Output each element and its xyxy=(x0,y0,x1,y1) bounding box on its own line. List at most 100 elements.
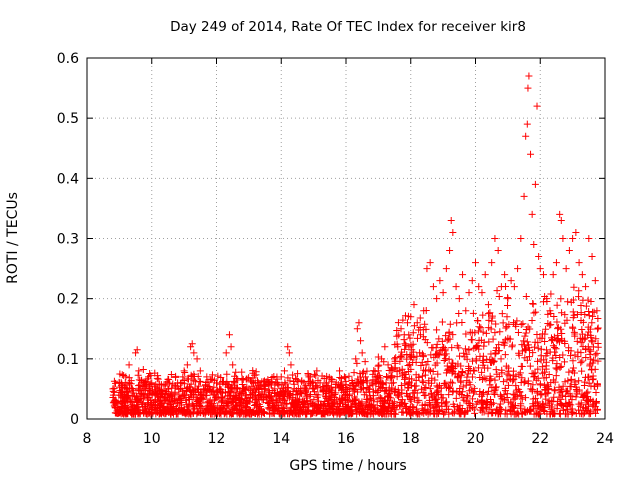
background-marker xyxy=(224,398,232,406)
background-marker xyxy=(137,389,145,397)
background-marker xyxy=(471,409,479,417)
data-point xyxy=(164,385,172,393)
background-marker xyxy=(557,362,565,370)
background-marker xyxy=(570,369,578,377)
background-marker xyxy=(567,375,575,383)
background-marker xyxy=(531,338,539,346)
background-marker xyxy=(381,404,389,412)
background-marker xyxy=(195,409,203,417)
data-point xyxy=(300,379,308,387)
background-marker xyxy=(552,364,560,372)
x-tick-label: 10 xyxy=(143,431,161,447)
y-tick-label: 0.4 xyxy=(57,171,79,187)
background-marker xyxy=(252,368,260,376)
background-marker xyxy=(449,387,457,395)
background-marker xyxy=(286,391,294,399)
background-marker xyxy=(561,337,569,345)
data-point xyxy=(235,391,243,399)
background-marker xyxy=(134,395,142,403)
background-marker xyxy=(234,376,242,384)
background-marker xyxy=(195,382,203,390)
background-marker xyxy=(463,392,471,400)
background-marker xyxy=(538,363,546,371)
background-marker xyxy=(559,406,567,414)
x-tick-label: 14 xyxy=(272,431,290,447)
background-marker xyxy=(498,369,506,377)
background-marker xyxy=(418,350,426,358)
background-marker xyxy=(501,387,509,395)
background-marker xyxy=(265,400,273,408)
data-point xyxy=(525,72,533,80)
background-marker xyxy=(558,388,566,396)
background-marker xyxy=(417,385,425,393)
background-marker xyxy=(529,300,537,308)
background-marker xyxy=(346,392,354,400)
background-marker xyxy=(542,325,550,333)
data-point xyxy=(148,379,156,387)
background-marker xyxy=(289,371,297,379)
background-marker xyxy=(480,338,488,346)
background-marker xyxy=(561,319,569,327)
data-point xyxy=(357,337,365,345)
background-marker xyxy=(551,387,559,395)
background-marker xyxy=(593,349,601,357)
data-point xyxy=(170,397,178,405)
background-marker xyxy=(333,409,341,417)
background-marker xyxy=(355,402,363,410)
data-point xyxy=(261,385,269,393)
background-marker xyxy=(402,404,410,412)
background-marker xyxy=(389,379,397,387)
background-marker xyxy=(398,408,406,416)
background-marker xyxy=(499,319,507,327)
data-point xyxy=(497,283,505,291)
background-marker xyxy=(384,392,392,400)
background-marker xyxy=(417,362,425,370)
background-marker xyxy=(373,398,381,406)
background-marker xyxy=(416,314,424,322)
background-marker xyxy=(433,351,441,359)
background-marker xyxy=(271,403,279,411)
background-marker xyxy=(553,301,561,309)
data-point xyxy=(358,349,366,357)
background-marker xyxy=(475,323,483,331)
background-marker xyxy=(294,370,302,378)
background-marker xyxy=(462,330,470,338)
background-marker xyxy=(541,385,549,393)
background-marker xyxy=(171,388,179,396)
background-marker xyxy=(183,383,191,391)
background-marker xyxy=(180,377,188,385)
background-marker xyxy=(269,397,277,405)
background-marker xyxy=(181,369,189,377)
background-marker xyxy=(518,347,526,355)
background-marker xyxy=(131,410,139,418)
background-marker xyxy=(534,344,542,352)
background-marker xyxy=(469,395,477,403)
background-marker xyxy=(160,382,168,390)
background-marker xyxy=(138,399,146,407)
background-marker xyxy=(459,368,467,376)
data-point xyxy=(145,373,153,381)
background-marker xyxy=(177,393,185,401)
background-marker xyxy=(513,317,521,325)
background-marker xyxy=(167,371,175,379)
background-marker xyxy=(594,381,602,389)
x-axis-label: GPS time / hours xyxy=(289,458,406,474)
data-point xyxy=(245,385,253,393)
data-point xyxy=(306,373,314,381)
background-marker xyxy=(426,385,434,393)
background-marker xyxy=(506,407,514,415)
background-marker xyxy=(464,407,472,415)
background-marker xyxy=(456,385,464,393)
background-marker xyxy=(466,402,474,410)
background-marker xyxy=(470,388,478,396)
background-marker xyxy=(587,297,595,305)
background-marker xyxy=(385,390,393,398)
background-marker xyxy=(465,346,473,354)
background-marker xyxy=(122,384,130,392)
background-marker xyxy=(449,379,457,387)
data-point xyxy=(468,277,476,285)
background-marker xyxy=(521,354,529,362)
background-marker xyxy=(371,404,379,412)
background-marker xyxy=(412,371,420,379)
background-marker xyxy=(516,392,524,400)
